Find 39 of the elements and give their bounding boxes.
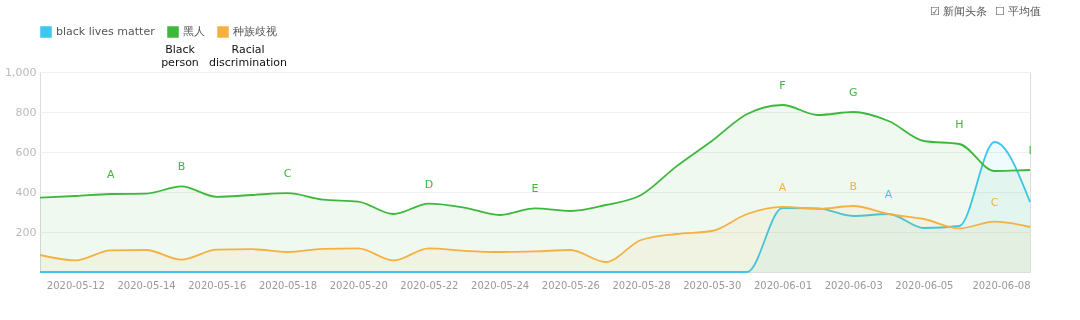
x-tick-label: 2020-05-24 <box>471 279 530 291</box>
x-tick-label: 2020-05-22 <box>400 279 459 291</box>
legend-label: 种族歧视 <box>233 25 277 38</box>
y-tick-label: 800 <box>15 105 37 119</box>
annotation: C <box>283 167 292 181</box>
x-tick-label: 2020-05-18 <box>258 279 318 291</box>
y-tick-label: 600 <box>15 145 37 159</box>
annotation: E <box>531 182 539 196</box>
annotation: H <box>955 118 964 131</box>
annotation: I <box>1028 144 1032 157</box>
text: ☑ 新闻头条 <box>930 5 988 18</box>
x-tick-label: 2020-05-20 <box>329 279 388 291</box>
y-tick-label: 1,000 <box>5 65 37 79</box>
x-tick-label: 2020-06-05 <box>895 279 954 291</box>
legend-label: black lives matter <box>56 25 156 38</box>
text: Black person <box>161 43 199 69</box>
x-tick-label: 2020-05-26 <box>541 279 600 291</box>
x-tick-label: 2020-06-08 <box>972 279 1031 291</box>
x-tick-label: 2020-05-16 <box>188 279 247 291</box>
annotation: A <box>106 168 115 181</box>
x-tick-label: 2020-06-03 <box>824 279 883 291</box>
x-tick-label: 2020-05-12 <box>46 279 105 291</box>
annotation: A <box>884 188 893 201</box>
annotation: D <box>424 177 434 191</box>
legend-label: 黑人 <box>183 25 205 38</box>
annotation: C <box>990 195 999 209</box>
y-tick-label: 400 <box>15 185 37 199</box>
annotation: B <box>849 180 857 193</box>
text: Racial discrimination <box>209 43 287 69</box>
annotation: G <box>848 86 858 99</box>
annotation: F <box>779 79 786 92</box>
y-tick-label: 200 <box>15 225 37 239</box>
x-tick-label: 2020-06-01 <box>753 279 813 291</box>
x-tick-label: 2020-05-30 <box>683 279 742 291</box>
x-tick-label: 2020-05-14 <box>117 279 176 291</box>
x-tick-label: 2020-05-28 <box>612 279 671 291</box>
annotation: B <box>177 160 186 174</box>
annotation: A <box>778 180 787 194</box>
text: ☐ 平均值 <box>995 5 1042 18</box>
